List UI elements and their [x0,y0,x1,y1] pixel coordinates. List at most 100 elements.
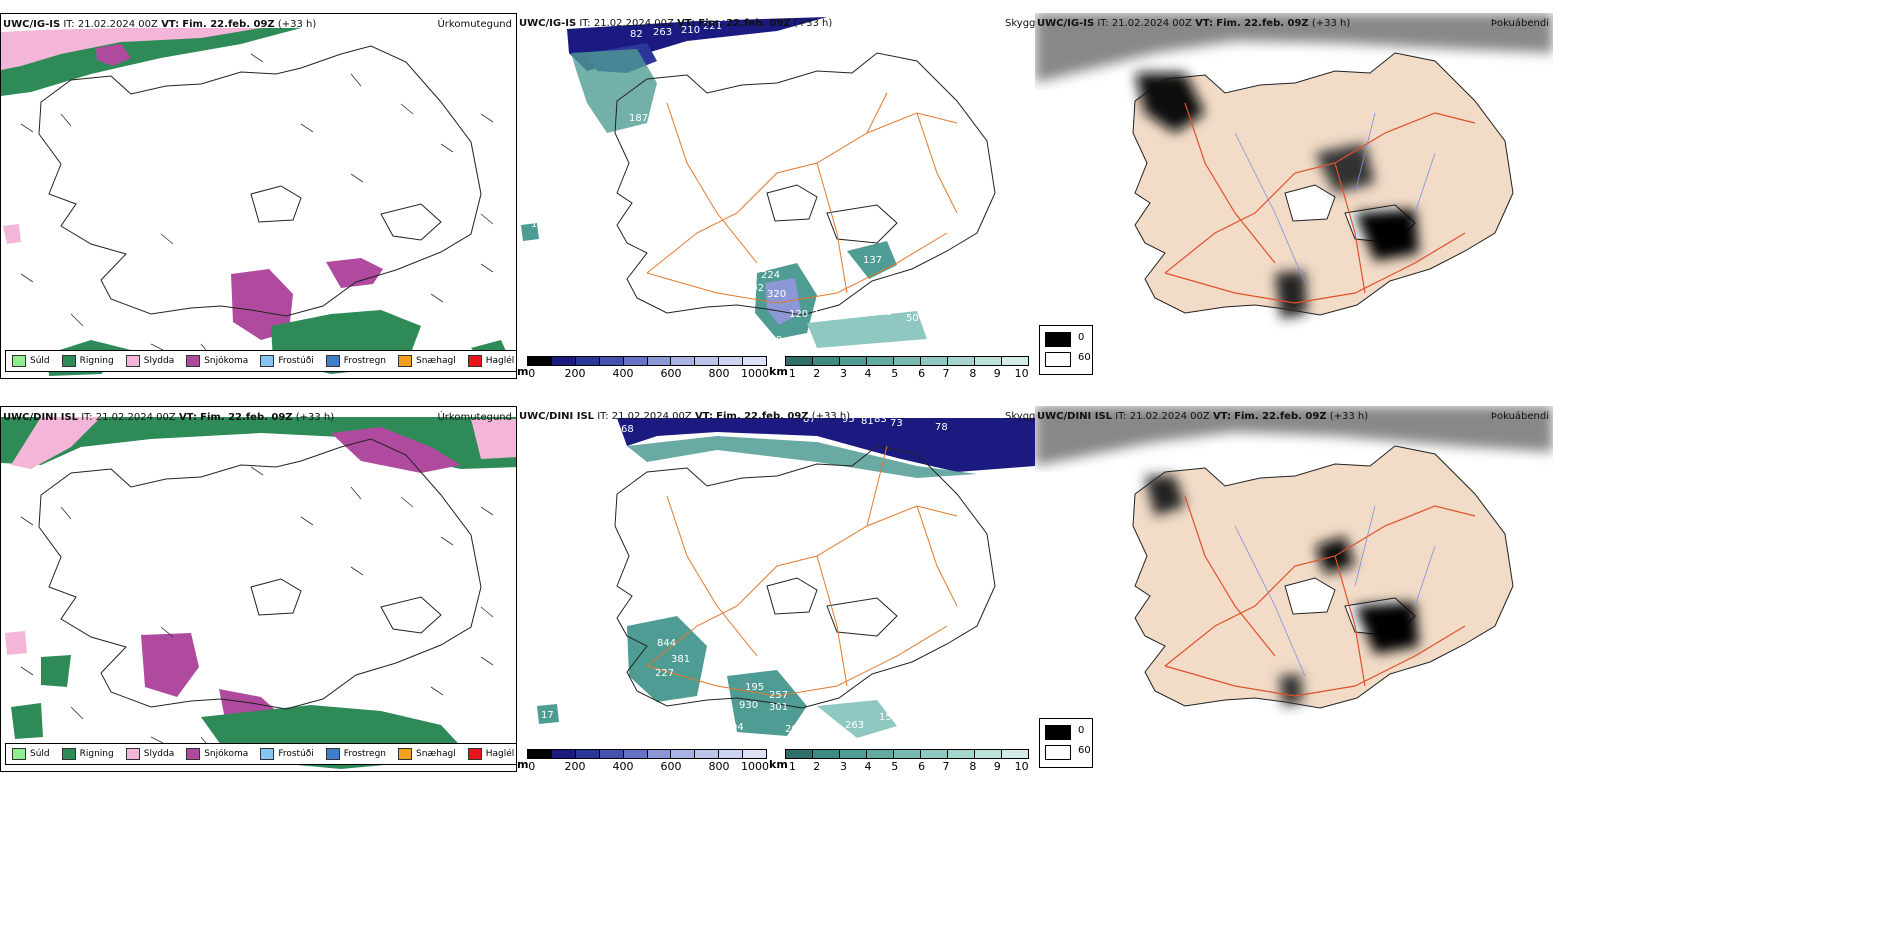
vt-label: VT: [1212,411,1231,422]
legend-label: Haglél [485,356,515,366]
vis-label: 187 [629,113,648,124]
legend-item: Snjókoma [186,748,248,760]
colorbar-m-bottom: 0 200 400 600 800 1000 [527,749,769,772]
precip-areas [1,28,511,376]
vt-label: VT: [178,412,197,423]
precip-areas [1,417,516,769]
legend-swatch [325,748,340,760]
tick-label: 2 [813,760,821,772]
legend-item: Súld [12,748,50,760]
lead-time: (+33 h) [1311,18,1351,29]
lead-time: (+33 h) [1329,411,1369,422]
legend-label: Snjókoma [204,749,249,759]
fog-title-top: Þokuábendi [1490,18,1549,29]
precip-panel-top: UWC/IG-IS IT: 21.02.2024 00Z VT: Fim. 22… [0,13,517,379]
colorbar-ticks: 1 2 3 4 5 6 7 8 9 10 [785,759,1029,772]
legend-swatch [398,748,413,760]
legend-label: Snæhagl [416,356,456,366]
legend-label: 60 [1078,745,1091,756]
visibility-panel-top: 82 263 210 212 221 187 162 16 137 224 19… [517,13,1035,379]
legend-label: Rigning [79,356,114,366]
fog-legend-bottom: 0 60 [1039,718,1093,768]
legend-item: Rigning [61,748,114,760]
vis-label: 320 [767,289,786,300]
vis-label: 82 [630,29,643,40]
it-label: IT: [81,412,93,423]
precip-legend-bottom: Súld Rigning Slydda Snjókoma Frostúði Fr… [5,743,516,765]
fog-index-blobs [1145,476,1419,706]
tick-label: 600 [660,367,682,379]
road-network [646,445,958,697]
visibility-title-bottom: Skyggni [1005,411,1035,422]
fog-cloud-band [1035,406,1553,466]
tick-label: 600 [660,760,682,772]
init-time: 21.02.2024 00Z [593,18,674,29]
tick-label: 7 [942,367,950,379]
fog-legend-top: 0 60 [1039,325,1093,375]
precip-legend-top: Súld Rigning Slydda Snjókoma Frostúði Fr… [5,350,516,372]
model-name: UWC/IG-IS [519,18,577,29]
road-network [646,92,958,304]
valid-time: Fim. 22.feb. 09Z [200,412,293,423]
colorbar-ticks: 0 200 400 600 800 1000 [527,759,769,772]
legend-label: Snæhagl [416,749,456,759]
colorbar-ticks: 1 2 3 4 5 6 7 8 9 10 [785,366,1029,379]
colorbar-cells [785,356,1029,366]
vis-label: 120 [789,309,808,320]
legend-label: Súld [30,749,50,759]
tick-label: 6 [918,760,926,772]
iceland-coastline [38,438,482,710]
unit-km: km [769,365,788,378]
colorbar-km-bottom: 1 2 3 4 5 6 7 8 9 10 [785,749,1029,772]
legend-label: 0 [1078,332,1085,343]
tick-label: 5 [891,760,899,772]
legend-label: Frostregn [343,356,387,366]
vis-label: 224 [761,270,780,281]
precip-header-top: UWC/IG-IS IT: 21.02.2024 00Z VT: Fim. 22… [3,19,316,30]
model-name: UWC/IG-IS [1037,18,1095,29]
fog-header-bottom: UWC/DINI ISL IT: 21.02.2024 00Z VT: Fim.… [1037,411,1368,422]
tick-label: 10 [1014,760,1029,772]
vis-label: 137 [863,255,882,266]
tick-label: 400 [612,760,634,772]
legend-label: Frostúði [278,356,314,366]
legend-label: Haglél [485,749,515,759]
legend-swatch [61,355,76,367]
legend-item: Slydda [125,355,174,367]
vis-label: 381 [671,654,690,665]
legend-label: Snjókoma [204,356,249,366]
lead-time: (+33 h) [295,412,335,423]
vis-label: 149 [813,309,832,320]
legend-swatch [186,748,201,760]
iceland-coastline [38,45,482,317]
fog-panel-bottom: UWC/DINI ISL IT: 21.02.2024 00Z VT: Fim.… [1035,406,1553,772]
iceland-coastline [614,52,996,316]
tick-label: 8 [969,367,977,379]
legend-label: Súld [30,356,50,366]
unit-km: km [769,758,788,771]
fog-index-blobs [1135,73,1419,319]
fog-cloud-band [1035,13,1553,83]
legend-swatch [325,355,340,367]
legend-item: Frostúði [260,748,314,760]
valid-time: Fim. 22.feb. 09Z [1234,411,1327,422]
valid-time: Fim. 22.feb. 09Z [698,18,791,29]
lead-time: (+33 h) [277,19,317,30]
legend-item: Snjókoma [186,355,248,367]
lead-time: (+33 h) [793,18,833,29]
vis-label: 16 [531,219,544,230]
valid-time: Fim. 22.feb. 09Z [1216,18,1309,29]
legend-item: Rigning [61,355,114,367]
vis-label: 227 [655,668,674,679]
legend-item: Súld [12,355,50,367]
tick-label: 5 [891,367,899,379]
vis-label: 94 [731,722,744,733]
visibility-panel-bottom: 68 317 87 95 81 83 73 78 844 381 227 195… [517,406,1035,772]
legend-item: Haglél [467,355,515,367]
tick-label: 1 [788,760,796,772]
visibility-labels: 82 263 210 212 221 187 162 16 137 224 19… [531,13,919,346]
it-label: IT: [1097,18,1109,29]
visibility-title-top: Skyggni [1005,18,1035,29]
fog-title-bottom: Þokuábendi [1490,411,1549,422]
tick-label: 1000 [741,367,769,379]
